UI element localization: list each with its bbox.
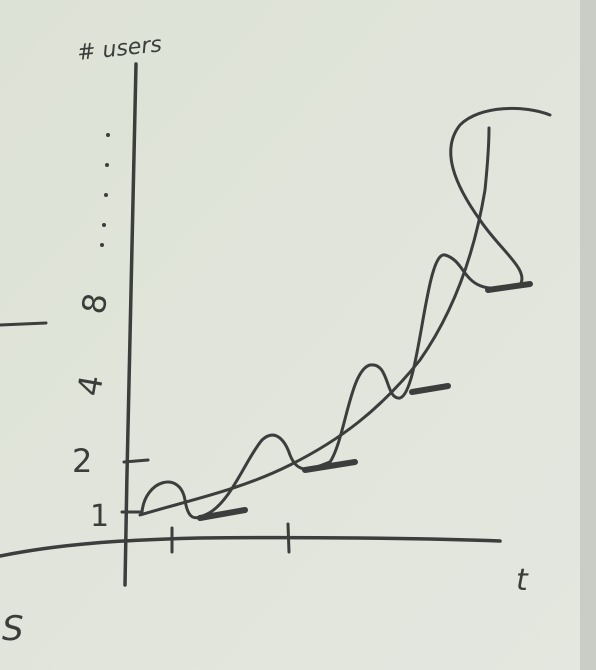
- y-label: 2: [72, 442, 92, 480]
- corner-text: S: [2, 609, 24, 649]
- exponential-curve: [138, 126, 491, 517]
- wavy-curve: [140, 107, 552, 520]
- y-label: 1: [90, 499, 109, 534]
- x-axis-label: t: [516, 563, 529, 598]
- x-axis: [0, 535, 502, 558]
- axis-ticks: [120, 458, 291, 554]
- stray-line: [0, 321, 48, 327]
- step-dashes: [197, 281, 533, 521]
- board-edge: [580, 0, 596, 670]
- ellipsis-dots: [100, 133, 110, 247]
- y-axis: [123, 62, 138, 587]
